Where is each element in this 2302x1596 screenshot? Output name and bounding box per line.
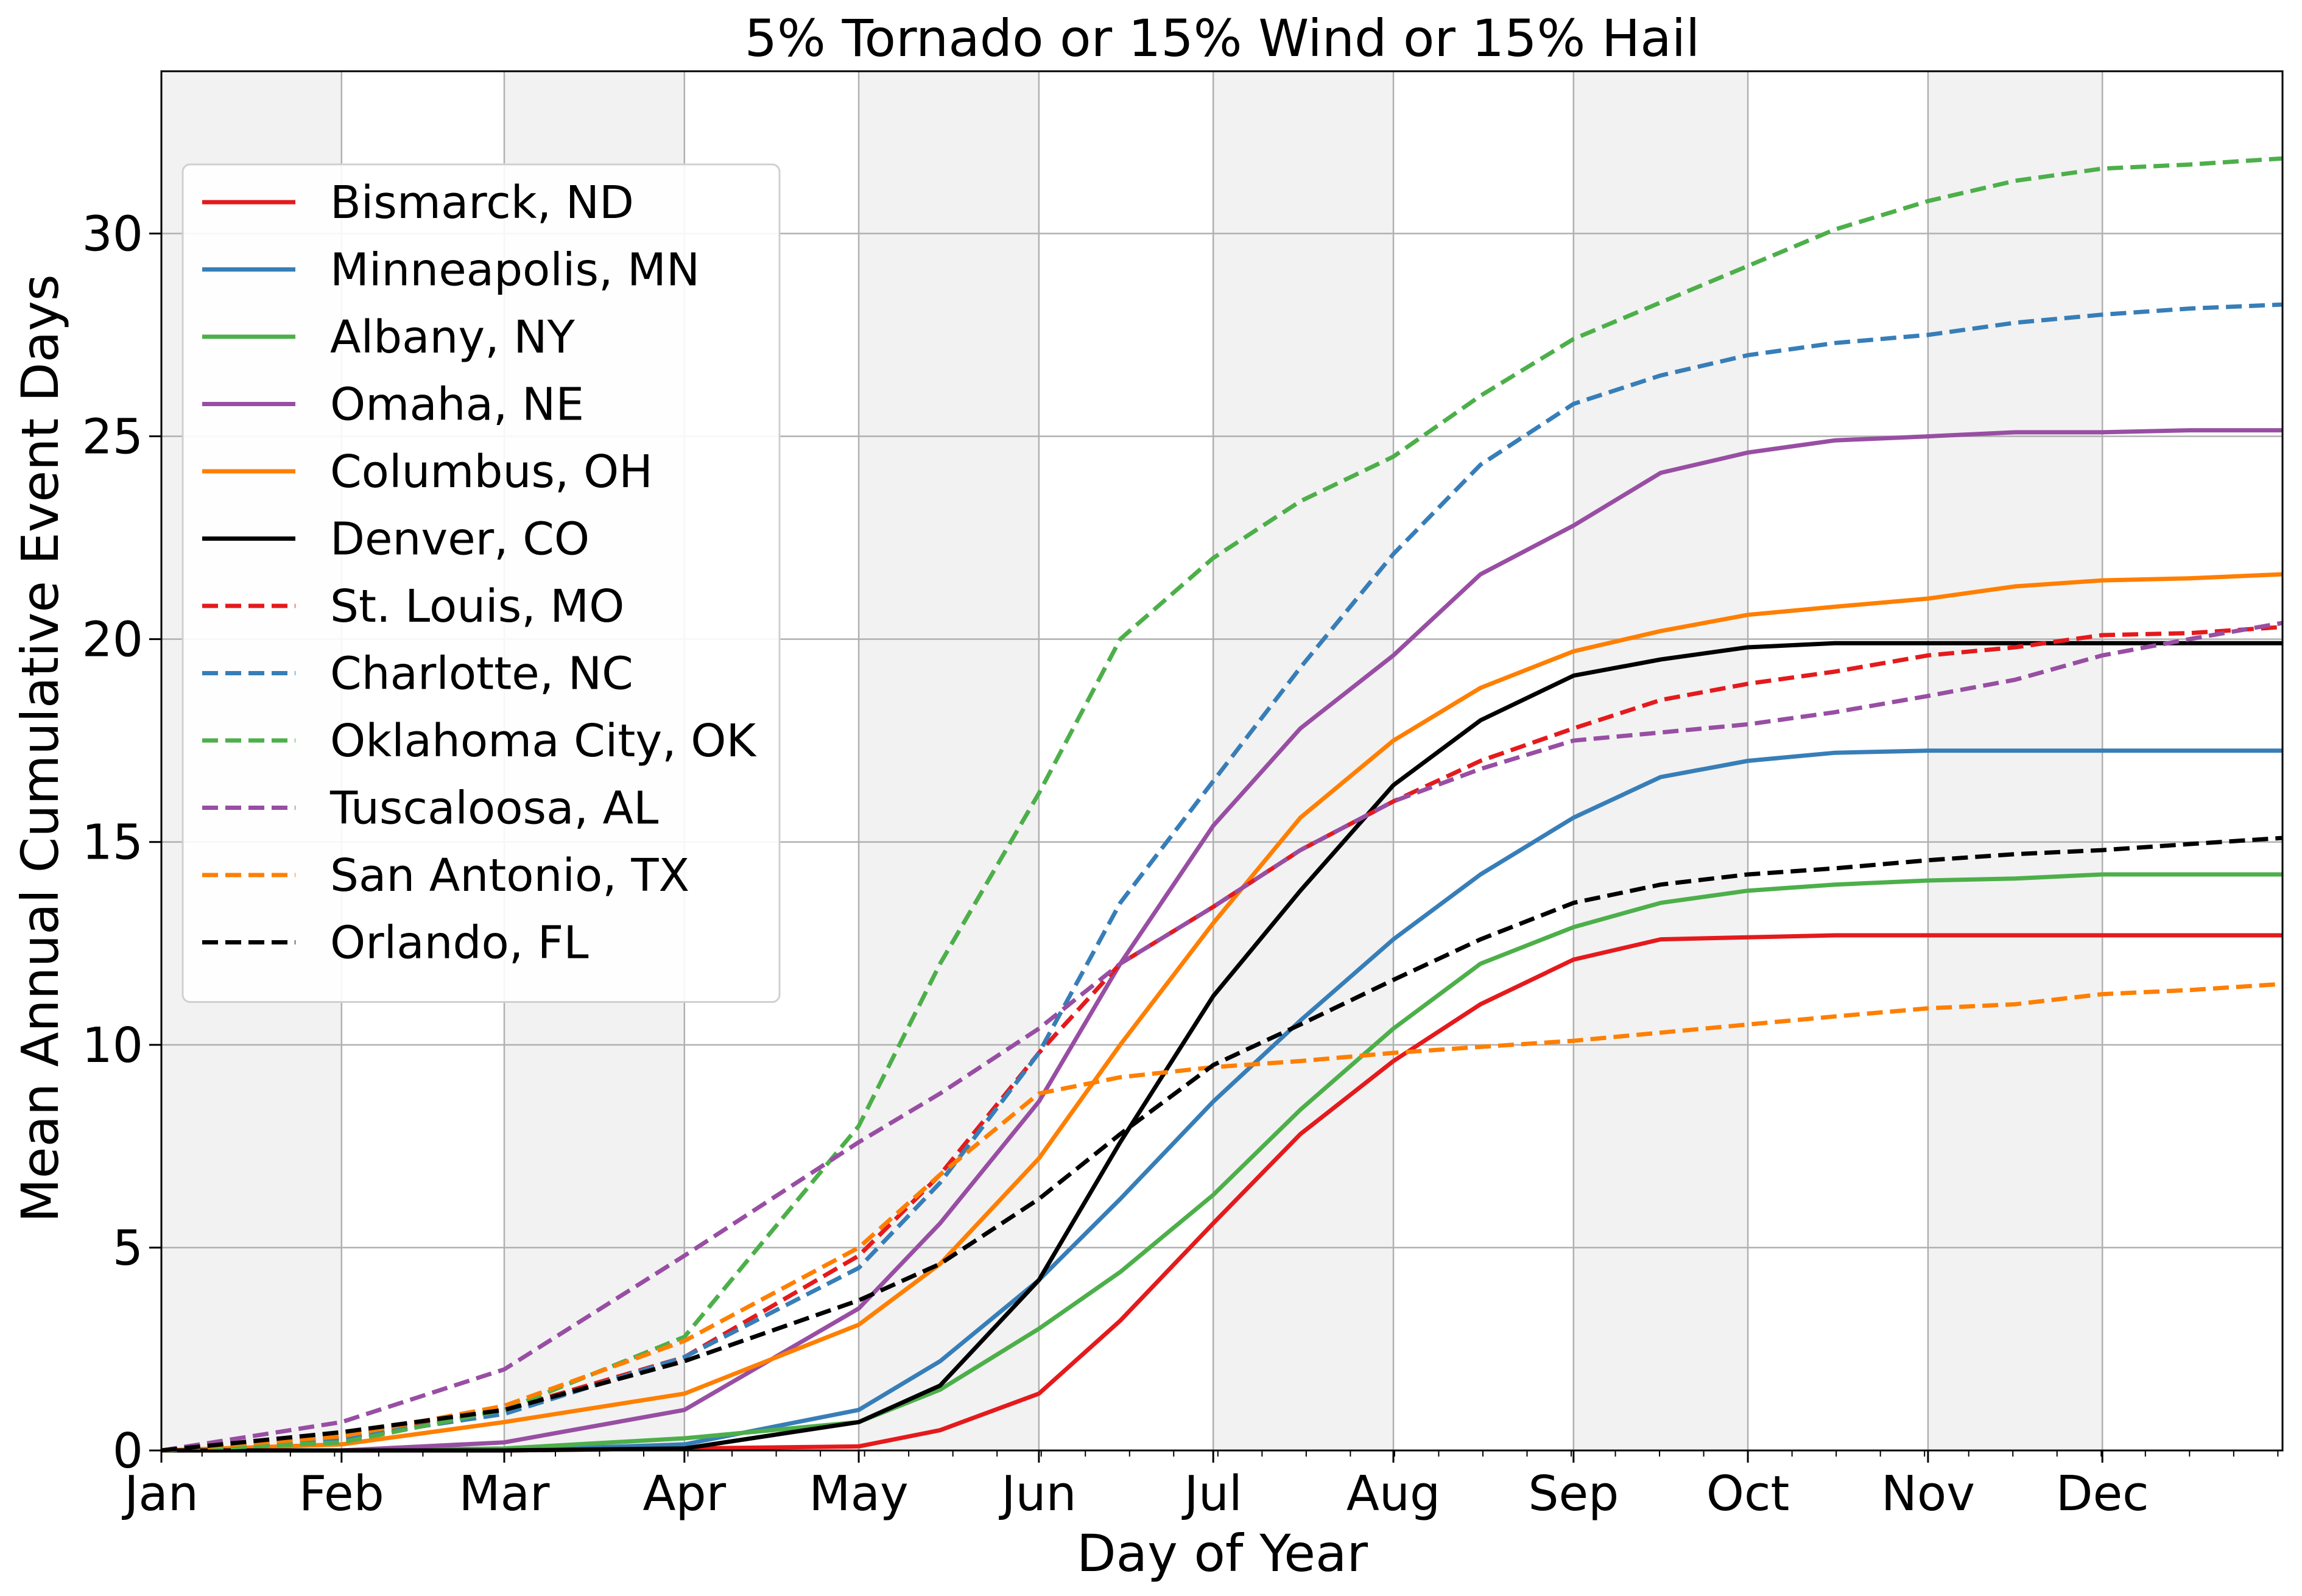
legend-label-2: Minneapolis, MN	[330, 244, 700, 297]
chart-title: 5% Tornado or 15% Wind or 15% Hail	[745, 9, 1700, 68]
legend-label-1: Bismarck, ND	[330, 177, 634, 229]
x-tick-label-oct: Oct	[1706, 1466, 1790, 1522]
month-band-sep	[1573, 71, 1748, 1450]
x-tick-label-dec: Dec	[2056, 1466, 2149, 1522]
y-tick-label-5: 5	[113, 1220, 143, 1276]
series-line-6	[161, 641, 2283, 1453]
y-axis-label: Mean Annual Cumulative Event Days	[10, 274, 70, 1222]
legend-label-3: Albany, NY	[330, 311, 576, 364]
x-tick-label-aug: Aug	[1346, 1466, 1440, 1522]
x-tick-label-nov: Nov	[1881, 1466, 1975, 1522]
x-axis-label: Day of Year	[1077, 1524, 1368, 1583]
legend-box	[181, 163, 781, 1003]
grid-lines	[161, 71, 2283, 1450]
series-lines	[161, 156, 2283, 1453]
y-tick-label-0: 0	[113, 1423, 143, 1479]
x-tick-label-sep: Sep	[1528, 1466, 1619, 1522]
x-tick-label-apr: Apr	[642, 1466, 726, 1522]
series-line-3	[161, 872, 2283, 1453]
legend: Bismarck, ND Minneapolis, MN Albany, NY Oma…	[181, 163, 781, 1003]
x-tick-label-jan: Jan	[121, 1466, 199, 1522]
month-band-jul	[1213, 71, 1394, 1450]
y-tick-label-20: 20	[82, 612, 143, 668]
series-line-12	[161, 835, 2283, 1453]
legend-label-12: Orlando, FL	[330, 917, 589, 969]
series-line-4	[161, 428, 2283, 1453]
series-line-5	[161, 572, 2283, 1453]
legend-label-5: Columbus, OH	[330, 446, 653, 498]
legend-label-10: Tuscaloosa, AL	[329, 782, 658, 835]
legend-label-8: Charlotte, NC	[330, 648, 633, 700]
plot-frame	[160, 70, 2284, 1452]
series-line-1	[161, 933, 2283, 1453]
x-tick-label-jun: Jun	[998, 1466, 1076, 1522]
x-tick-label-feb: Feb	[299, 1466, 384, 1522]
series-line-10	[161, 620, 2283, 1453]
month-band-nov	[1927, 71, 2103, 1450]
month-band-may	[859, 71, 1039, 1450]
y-tick-label-10: 10	[82, 1018, 143, 1074]
series-line-8	[161, 302, 2283, 1453]
y-tick-label-25: 25	[82, 409, 143, 465]
x-axis-ticks: Jan Feb Mar Apr May Jun Jul Aug Sep Oct Nov Dec	[121, 1450, 2279, 1522]
series-line-9	[161, 156, 2283, 1453]
y-tick-label-30: 30	[82, 206, 143, 262]
x-tick-label-may: May	[809, 1466, 908, 1522]
series-line-11	[161, 982, 2283, 1453]
y-tick-label-15: 15	[82, 815, 143, 871]
legend-label-6: Denver, CO	[330, 513, 590, 566]
legend-label-7: St. Louis, MO	[330, 580, 624, 633]
x-tick-label-mar: Mar	[459, 1466, 550, 1522]
legend-label-9: Oklahoma City, OK	[330, 715, 757, 767]
x-tick-label-jul: Jul	[1181, 1466, 1242, 1522]
y-axis-ticks: 0 5 10 15 20 25 30	[82, 206, 161, 1479]
series-line-7	[161, 625, 2283, 1453]
legend-label-4: Omaha, NE	[330, 379, 584, 431]
legend-label-11: San Antonio, TX	[330, 849, 689, 902]
